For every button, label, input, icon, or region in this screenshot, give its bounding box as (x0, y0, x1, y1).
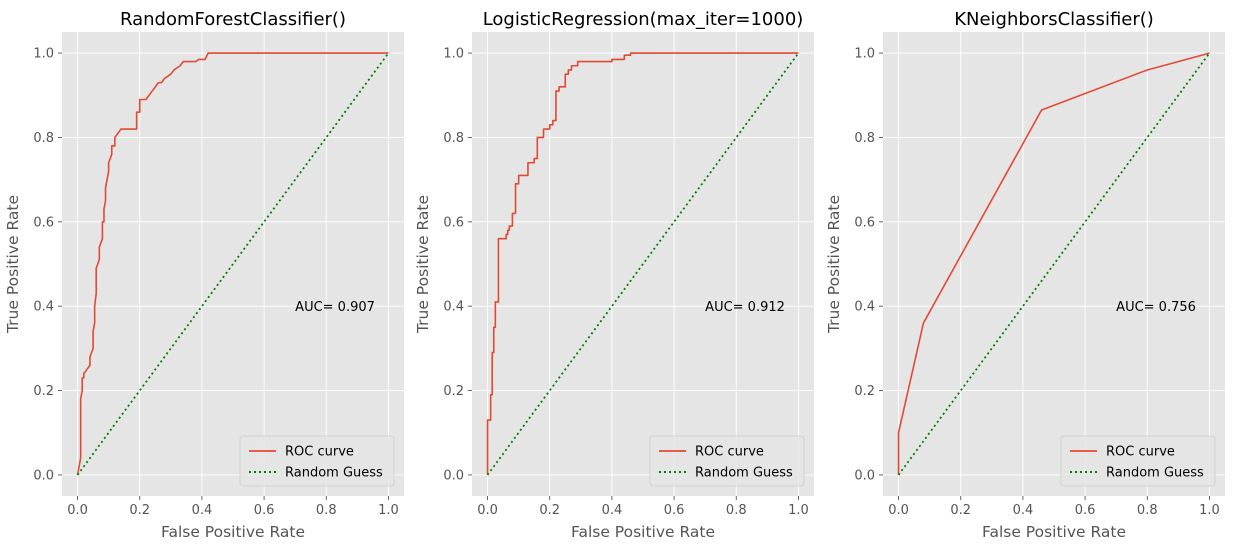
legend-label: ROC curve (285, 445, 354, 460)
auc-annotation: AUC= 0.907 (295, 300, 375, 315)
y-axis-label: True Positive Rate (4, 195, 22, 334)
x-tick-label: 0.0 (67, 503, 88, 518)
x-axis-label: False Positive Rate (161, 523, 305, 541)
axes-background (883, 32, 1225, 496)
x-tick-label: 0.6 (254, 503, 275, 518)
legend-frame (1060, 435, 1216, 487)
x-tick-label: 0.8 (316, 503, 337, 518)
auc-annotation: AUC= 0.912 (705, 300, 785, 315)
axes-background (472, 32, 814, 496)
y-tick-label: 0.8 (443, 131, 464, 146)
y-tick-label: 0.0 (443, 468, 464, 483)
x-tick-label: 1.0 (1199, 503, 1220, 518)
y-tick-label: 0.2 (443, 384, 464, 399)
legend-label: ROC curve (1106, 445, 1175, 460)
y-tick-label: 0.8 (33, 131, 54, 146)
y-tick-label: 1.0 (33, 47, 54, 62)
x-axis-label: False Positive Rate (982, 523, 1126, 541)
y-tick-label: 0.4 (33, 300, 54, 315)
x-tick-label: 0.8 (726, 503, 747, 518)
legend-frame (649, 435, 805, 487)
y-tick-label: 0.4 (854, 300, 875, 315)
x-tick-label: 0.8 (1137, 503, 1158, 518)
x-tick-label: 0.6 (664, 503, 685, 518)
chart-title: LogisticRegression(max_iter=1000) (483, 9, 804, 30)
chart-title: RandomForestClassifier() (120, 9, 346, 30)
y-tick-label: 1.0 (854, 47, 875, 62)
y-tick-label: 0.6 (854, 215, 875, 230)
y-tick-label: 0.4 (443, 300, 464, 315)
y-tick-label: 0.8 (854, 131, 875, 146)
legend-label: Random Guess (285, 466, 383, 481)
roc-curve-line (897, 52, 1210, 475)
y-tick-label: 0.0 (854, 468, 875, 483)
legend-label: ROC curve (695, 445, 764, 460)
y-tick-label: 1.0 (443, 47, 464, 62)
x-tick-label: 0.0 (477, 503, 498, 518)
y-axis-label: True Positive Rate (414, 195, 432, 334)
x-tick-label: 0.6 (1075, 503, 1096, 518)
auc-annotation: AUC= 0.756 (1116, 300, 1196, 315)
roc-curve-line (486, 52, 799, 475)
x-tick-label: 0.4 (192, 503, 213, 518)
y-tick-label: 0.6 (443, 215, 464, 230)
random-guess-line (897, 52, 1211, 476)
x-tick-label: 0.4 (1013, 503, 1034, 518)
legend-frame (239, 435, 395, 487)
x-tick-label: 1.0 (378, 503, 399, 518)
x-tick-label: 1.0 (788, 503, 809, 518)
chart-panel-3: 0.0 0.0 0.2 0.2 0.4 0.4 0.6 0.6 0.8 0.8 1.0 1.0 KNei… (825, 9, 1225, 541)
roc-curve-line (76, 52, 389, 476)
chart-panel-2: 0.0 0.0 0.2 0.2 0.4 0.4 0.6 0.6 0.8 0.8 1.0 1.0 Logi… (414, 9, 814, 541)
random-guess-line (76, 52, 390, 476)
x-tick-label: 0.2 (950, 503, 971, 518)
x-tick-label: 0.4 (602, 503, 623, 518)
y-tick-label: 0.2 (854, 384, 875, 399)
y-tick-label: 0.2 (33, 384, 54, 399)
x-axis-label: False Positive Rate (571, 523, 715, 541)
legend: ROC curve Random Guess (1060, 435, 1216, 487)
chart-title: KNeighborsClassifier() (954, 9, 1154, 30)
x-tick-label: 0.0 (888, 503, 909, 518)
x-tick-label: 0.2 (129, 503, 150, 518)
legend: ROC curve Random Guess (649, 435, 805, 487)
legend: ROC curve Random Guess (239, 435, 395, 487)
legend-label: Random Guess (695, 466, 793, 481)
legend-label: Random Guess (1106, 466, 1204, 481)
x-tick-label: 0.2 (539, 503, 560, 518)
y-tick-label: 0.0 (33, 468, 54, 483)
axes-background (62, 32, 404, 496)
y-axis-label: True Positive Rate (825, 195, 843, 334)
random-guess-line (486, 52, 800, 476)
chart-panel-1: 0.0 0.0 0.2 0.2 0.4 0.4 0.6 0.6 0.8 0.8 1.0 1.0 Rand… (4, 9, 404, 541)
y-tick-label: 0.6 (33, 215, 54, 230)
